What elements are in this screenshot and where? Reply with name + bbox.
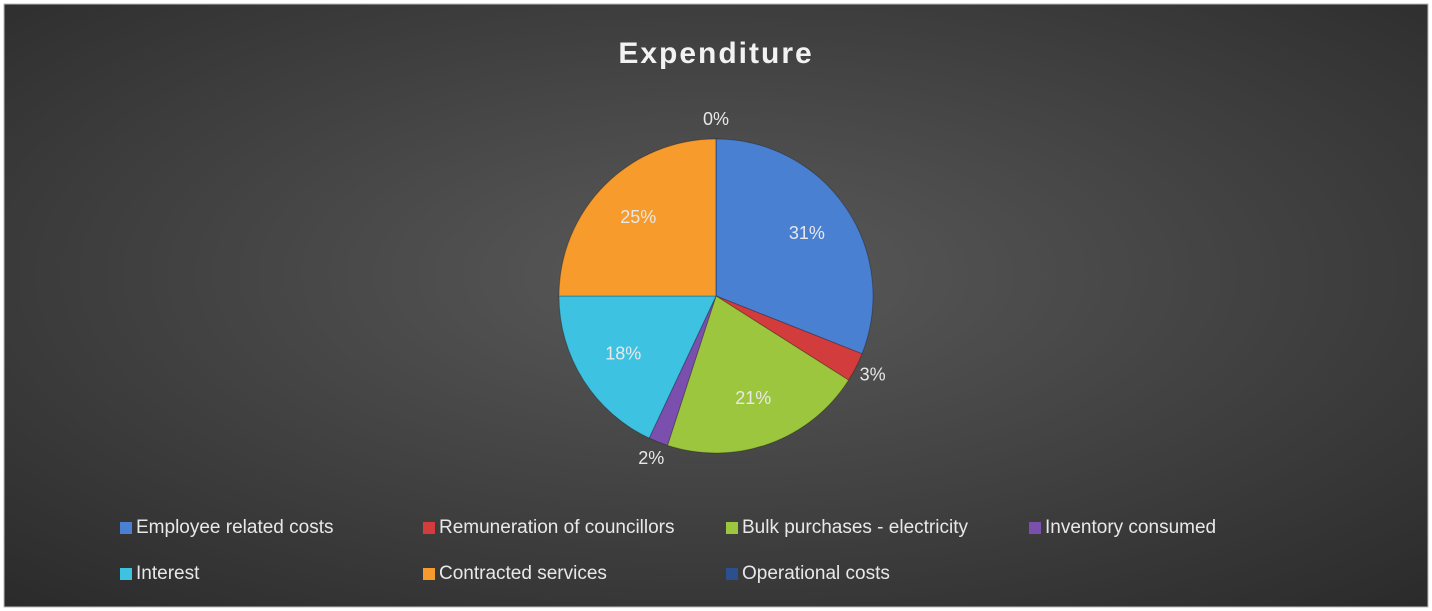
pie-slice (715, 138, 874, 355)
data-label: 0% (703, 109, 729, 129)
data-label: 31% (789, 223, 825, 243)
legend-swatch (120, 568, 132, 580)
legend-label: Operational costs (742, 563, 890, 584)
data-label: 18% (605, 344, 641, 364)
legend-swatch (726, 522, 738, 534)
data-label: 25% (620, 207, 656, 227)
pie-slice (648, 295, 717, 446)
legend-swatch (726, 568, 738, 580)
data-label: 3% (860, 365, 886, 385)
pie-slice (715, 295, 863, 381)
legend-swatch (423, 522, 435, 534)
data-label: 21% (735, 388, 771, 408)
pie-slice (666, 295, 850, 454)
chart-title: Expenditure (618, 37, 813, 70)
pie-slice (558, 138, 717, 297)
legend-swatch (423, 568, 435, 580)
legend-swatch (1029, 522, 1041, 534)
legend-label: Interest (136, 563, 200, 584)
legend-label: Employee related costs (136, 517, 334, 538)
legend-label: Inventory consumed (1045, 517, 1216, 538)
legend-swatch (120, 522, 132, 534)
legend-label: Remuneration of councillors (439, 517, 675, 538)
data-label: 2% (638, 448, 664, 468)
pie-slice (558, 295, 717, 439)
legend-label: Bulk purchases - electricity (742, 517, 968, 538)
legend-label: Contracted services (439, 563, 607, 584)
